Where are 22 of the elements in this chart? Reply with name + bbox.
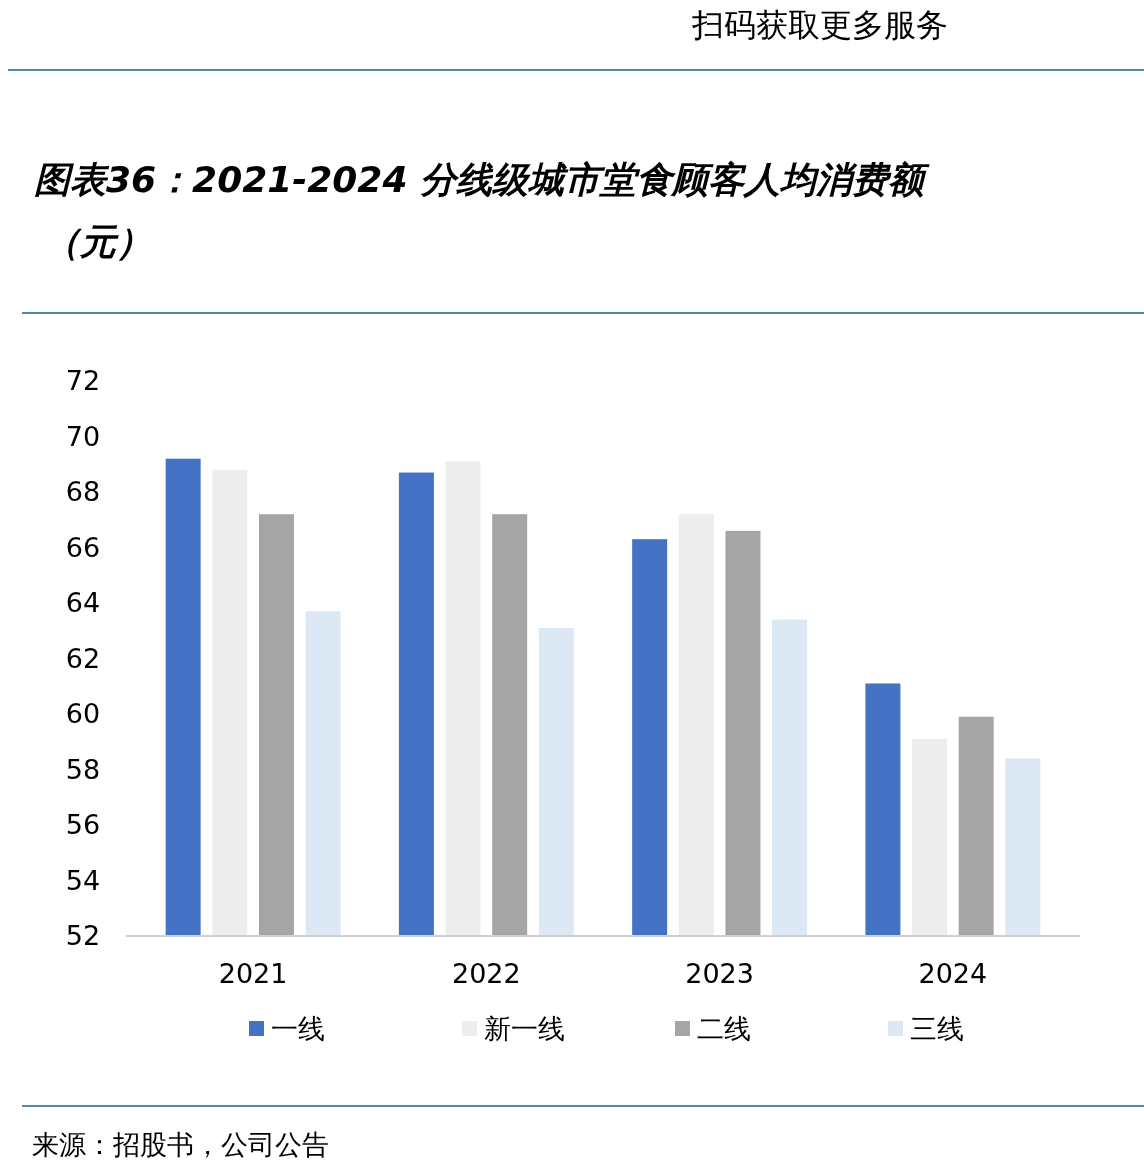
legend-label: 三线 [910,1013,964,1045]
source-note: 来源：招股书，公司公告 [32,1129,329,1160]
y-tick-label: 52 [65,920,101,952]
legend-label: 二线 [697,1013,751,1045]
text: 扫码获取更多服务 [691,6,948,44]
x-tick-label: 2023 [685,958,754,989]
y-tick-label: 68 [65,476,101,508]
y-tick-label: 56 [65,809,101,841]
y-tick-label: 72 [65,365,101,397]
chart-title: 图表36：2021-2024 分线级城市堂食顾客人均消费额（元） [34,159,930,262]
legend-label: 新一线 [484,1013,565,1045]
x-tick-label: 2022 [452,958,521,989]
x-tick-label: 2021 [218,958,288,989]
x-tick-label: 2024 [918,958,988,989]
y-tick-label: 54 [65,864,101,896]
y-tick-label: 70 [65,420,101,452]
y-tick-label: 60 [65,698,101,730]
y-tick-label: 66 [65,531,101,563]
y-tick-label: 62 [65,642,101,674]
y-tick-label: 58 [65,753,101,785]
legend-label: 一线 [271,1013,325,1045]
y-tick-label: 64 [65,587,101,619]
